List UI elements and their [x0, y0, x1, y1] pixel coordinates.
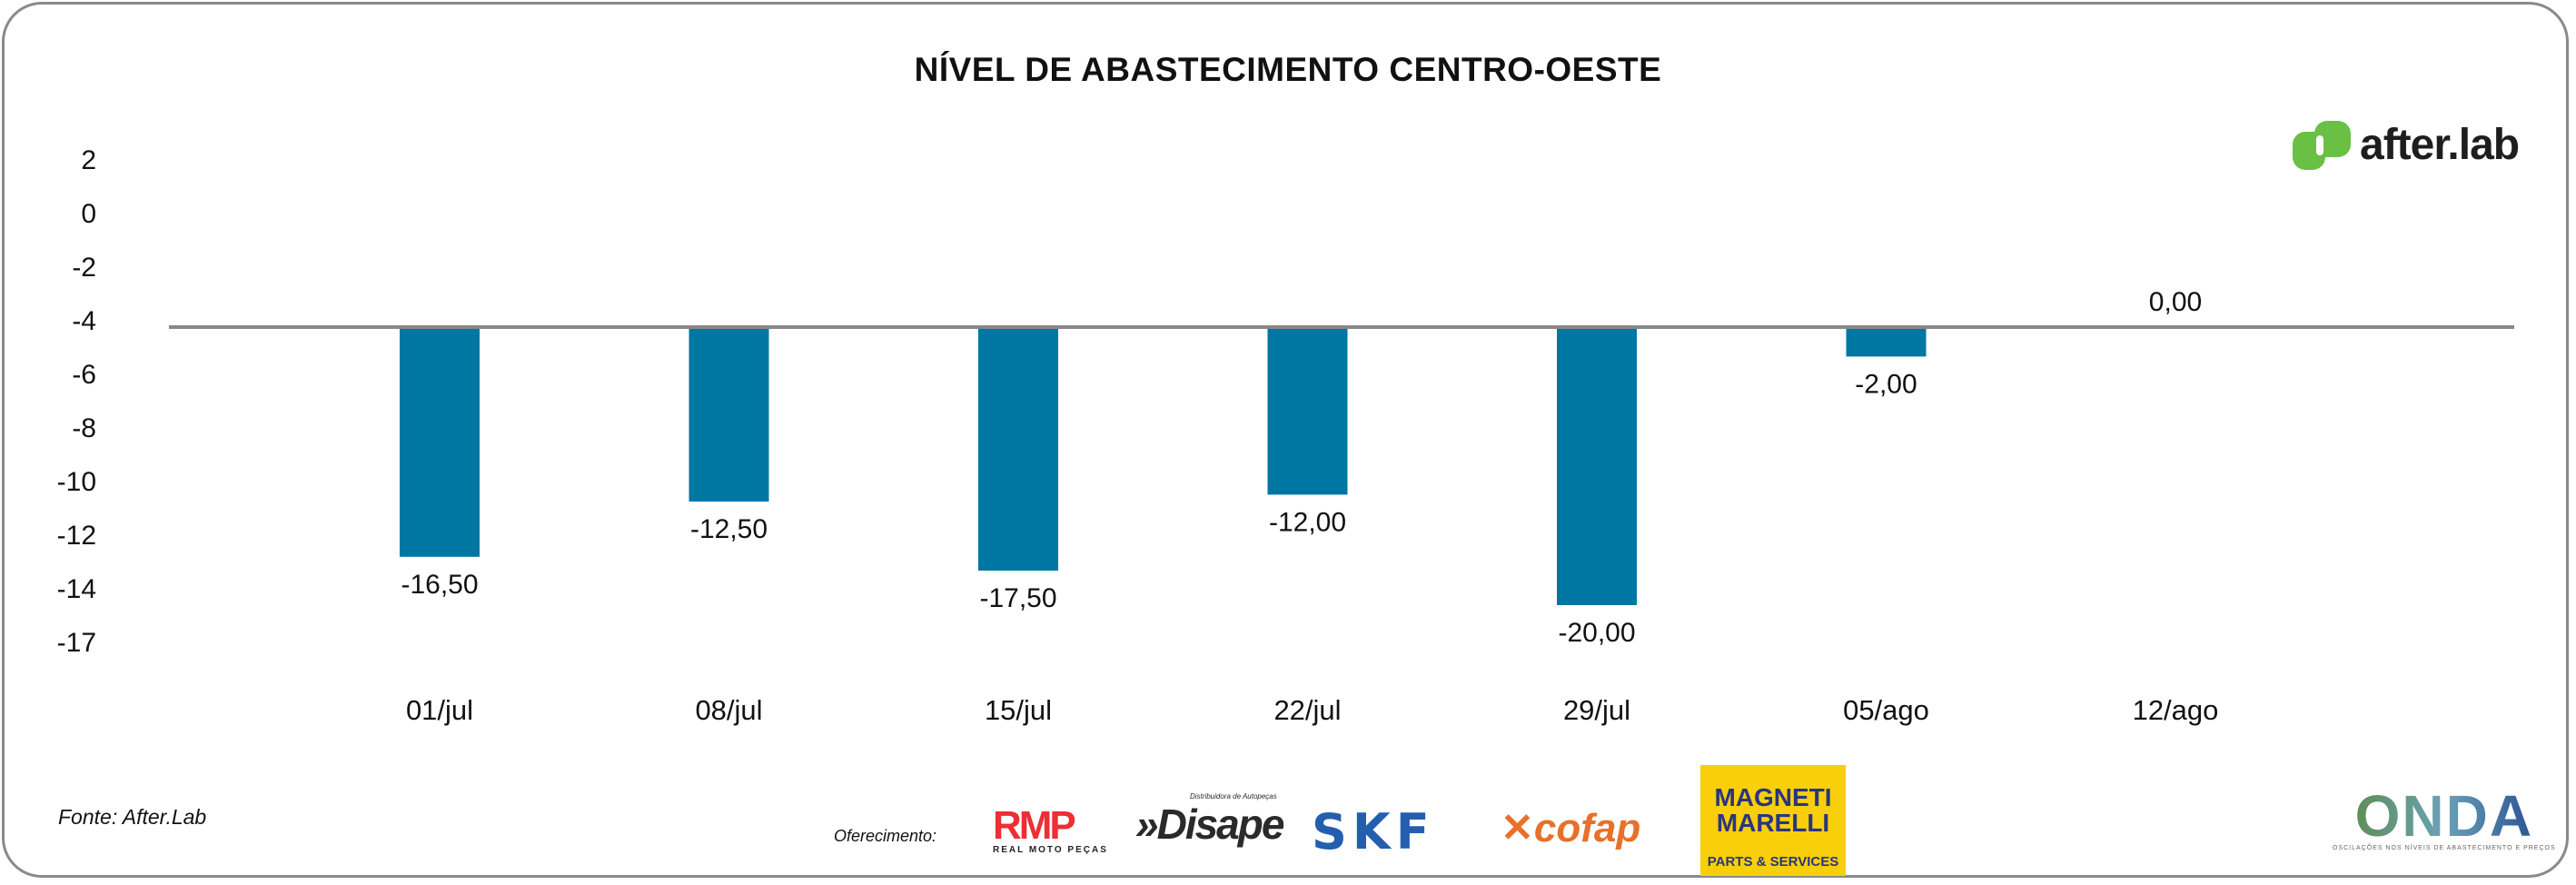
- x-tick-label: 22/jul: [1273, 694, 1341, 726]
- bar: [689, 329, 769, 502]
- bar: [1846, 329, 1927, 357]
- y-tick-label: -6: [72, 360, 96, 390]
- y-tick-label: -4: [72, 306, 96, 336]
- x-tick-label: 01/jul: [406, 694, 473, 726]
- y-tick-label: -8: [72, 413, 96, 443]
- after-lab-logo: after.lab: [2293, 120, 2520, 170]
- source-note: Fonte: After.Lab: [58, 805, 207, 829]
- bar: [1267, 329, 1348, 495]
- onda-wordmark: ONDA: [2333, 787, 2556, 845]
- after-lab-mark-icon: [2293, 120, 2351, 170]
- bar: [978, 329, 1058, 571]
- data-label: -16,50: [401, 570, 478, 600]
- data-label: 0,00: [2149, 287, 2202, 317]
- rmp-logo: RMP REAL MOTO PEÇAS: [993, 803, 1108, 855]
- y-tick-label: 0: [81, 199, 96, 229]
- x-tick-label: 08/jul: [695, 694, 762, 726]
- data-label: -12,50: [690, 514, 768, 544]
- x-tick-label: 15/jul: [985, 694, 1052, 726]
- chart-title: NÍVEL DE ABASTECIMENTO CENTRO-OESTE: [914, 51, 1662, 88]
- onda-logo: ONDA OSCILAÇÕES NOS NÍVEIS DE ABASTECIME…: [2333, 787, 2556, 851]
- x-tick-label: 29/jul: [1563, 694, 1630, 726]
- rmp-wordmark: RMP: [993, 803, 1076, 848]
- data-label: -2,00: [1855, 369, 1917, 399]
- y-tick-label: -10: [57, 467, 96, 497]
- data-label: -17,50: [979, 583, 1056, 613]
- sponsored-by-label: Oferecimento:: [834, 827, 937, 845]
- disape-wordmark: Disape: [1156, 800, 1285, 848]
- magneti-subtitle: PARTS & SERVICES: [1707, 854, 1839, 870]
- after-lab-wordmark: after.lab: [2360, 121, 2520, 169]
- x-tick-label: 12/ago: [2133, 694, 2219, 726]
- y-tick-label: -14: [57, 574, 96, 604]
- skf-logo: SKF: [1312, 803, 1435, 860]
- y-tick-label: -17: [57, 628, 96, 658]
- cofap-wordmark: cofap: [1533, 806, 1641, 850]
- magneti-marelli-logo: MAGNETI MARELLI PARTS & SERVICES: [1700, 765, 1846, 876]
- x-tick-label: 05/ago: [1843, 694, 1929, 726]
- magneti-wordmark: MAGNETI MARELLI: [1714, 783, 1832, 837]
- data-label: -20,00: [1558, 618, 1635, 648]
- bar: [400, 329, 480, 557]
- rmp-subtitle: REAL MOTO PEÇAS: [993, 845, 1108, 855]
- disape-logo: Distribuidora de Autopeças »Disape: [1135, 792, 1285, 848]
- y-tick-label: 2: [81, 145, 96, 175]
- y-tick-label: -2: [72, 253, 96, 283]
- disape-subtitle: Distribuidora de Autopeças: [1190, 792, 1277, 800]
- y-tick-label: -12: [57, 521, 96, 551]
- cofap-logo: ✕cofap: [1501, 806, 1641, 850]
- onda-subtitle: OSCILAÇÕES NOS NÍVEIS DE ABASTECIMENTO E…: [2333, 845, 2556, 851]
- data-label: -12,00: [1269, 507, 1346, 537]
- bar: [1557, 329, 1637, 605]
